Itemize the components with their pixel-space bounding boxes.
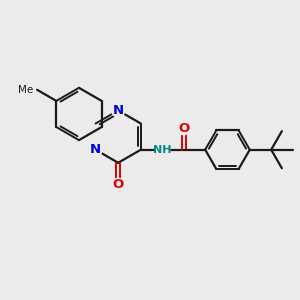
Text: NH: NH [153, 145, 172, 155]
Circle shape [112, 104, 125, 117]
Circle shape [89, 143, 102, 156]
Circle shape [155, 142, 170, 157]
Circle shape [178, 123, 190, 135]
Text: N: N [112, 104, 124, 117]
Text: O: O [178, 122, 189, 135]
Text: N: N [90, 143, 101, 156]
Circle shape [112, 178, 124, 190]
Text: Me: Me [18, 85, 34, 95]
Text: O: O [112, 178, 124, 191]
